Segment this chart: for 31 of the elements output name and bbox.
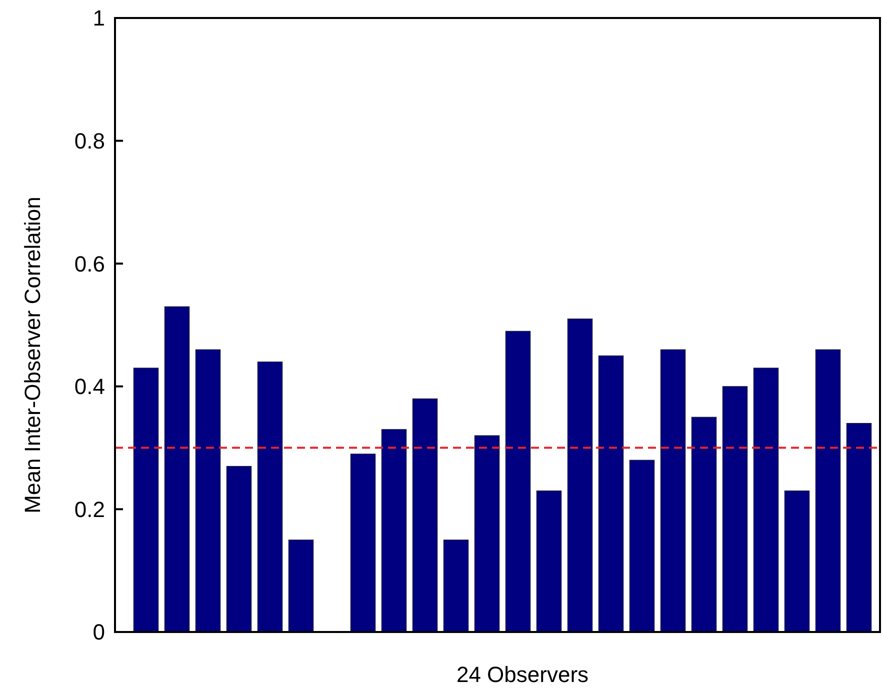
x-axis-title: 24 Observers	[456, 662, 589, 687]
bar	[195, 349, 221, 632]
bar	[257, 362, 283, 632]
y-tick-label: 0.8	[74, 128, 105, 154]
bar	[598, 355, 624, 632]
y-axis-title: Mean Inter-Observer Correlation	[20, 196, 45, 514]
bar	[474, 435, 500, 632]
bar	[133, 368, 159, 632]
bar	[846, 422, 872, 632]
bar	[443, 540, 469, 632]
bar	[567, 318, 593, 632]
bar	[505, 330, 531, 632]
bar	[350, 454, 376, 632]
bar	[722, 386, 748, 632]
bar	[815, 349, 841, 632]
bar	[784, 490, 810, 632]
bar	[164, 306, 190, 632]
bar	[288, 540, 314, 632]
bar	[660, 349, 686, 632]
y-tick-label: 0.6	[74, 251, 105, 276]
y-tick-label: 0.2	[74, 496, 105, 522]
bar	[753, 368, 779, 632]
bar	[629, 460, 655, 632]
bar	[691, 416, 717, 632]
y-tick-label: 0	[92, 620, 105, 645]
bar	[381, 429, 407, 632]
bar	[226, 466, 252, 632]
y-tick-label: 1	[92, 6, 105, 31]
bar	[412, 398, 438, 632]
y-tick-label: 0.4	[74, 374, 105, 400]
bar	[536, 490, 562, 632]
